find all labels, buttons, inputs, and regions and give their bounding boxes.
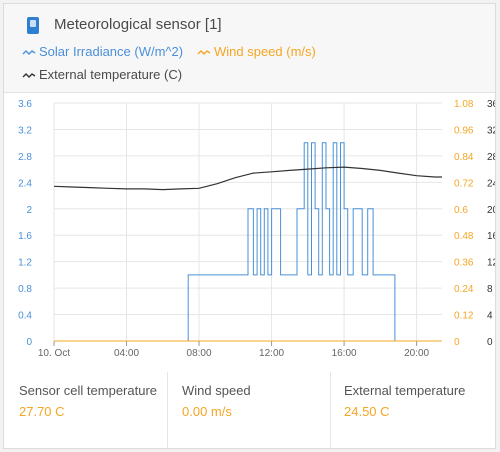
sensor-card: Meteorological sensor [1] Solar Irradian… — [3, 3, 496, 450]
y-right-tick-label: 0.48 — [454, 231, 474, 242]
card-header: Meteorological sensor [1] Solar Irradian… — [4, 4, 495, 93]
y-left-tick-label: 3.6 — [18, 99, 32, 110]
device-icon — [27, 17, 39, 34]
y-right-tick-label: 1.08 — [454, 99, 474, 110]
y-right-tick-label: 0.12 — [454, 311, 474, 322]
y-right2-tick-label: 20 — [487, 205, 495, 216]
y-left-tick-label: 1.6 — [18, 231, 32, 242]
y-right2-tick-label: 32 — [487, 125, 495, 136]
legend-wind-speed[interactable]: Wind speed (m/s) — [197, 44, 316, 59]
stat-label: External temperature — [344, 383, 466, 398]
legend-label: Wind speed (m/s) — [214, 44, 316, 59]
y-right2-tick-label: 4 — [487, 311, 493, 322]
y-right-tick-label: 0.84 — [454, 152, 474, 163]
y-right2-tick-label: 0 — [487, 337, 493, 348]
sensor-chart[interactable]: 0 0 0 0.4 0.12 4 0.8 0.24 8 1.2 0.36 12 1.6 0.48 16 2 0.… — [4, 93, 495, 368]
y-right-tick-label: 0.24 — [454, 284, 474, 295]
divider — [330, 372, 331, 450]
stat-external-temperature: External temperature 24.50 C — [344, 380, 492, 422]
x-tick-label: 20:00 — [404, 348, 429, 359]
legend-external-temperature[interactable]: External temperature (C) — [22, 67, 182, 82]
series-solar-irradiance-w-m-2 — [54, 142, 442, 342]
stat-sensor-cell-temperature: Sensor cell temperature 27.70 C — [19, 380, 159, 422]
stat-label: Wind speed — [182, 383, 251, 398]
y-right2-tick-label: 24 — [487, 178, 495, 189]
widget-title: Meteorological sensor [1] — [54, 16, 222, 33]
y-left-tick-label: 3.2 — [18, 125, 32, 136]
divider — [167, 372, 168, 450]
y-right-tick-label: 0 — [454, 337, 460, 348]
y-right-tick-label: 0.36 — [454, 258, 474, 269]
x-tick-label: 10. Oct — [38, 348, 70, 359]
x-tick-label: 16:00 — [332, 348, 357, 359]
y-right-tick-label: 0.96 — [454, 125, 474, 136]
x-tick-label: 12:00 — [259, 348, 284, 359]
legend-label: Solar Irradiance (W/m^2) — [39, 44, 184, 59]
y-right2-tick-label: 36 — [487, 99, 495, 110]
x-tick-label: 08:00 — [187, 348, 212, 359]
y-right2-tick-label: 12 — [487, 258, 495, 269]
y-right2-tick-label: 16 — [487, 231, 495, 242]
y-left-tick-label: 2.4 — [18, 178, 32, 189]
y-right2-tick-label: 28 — [487, 152, 495, 163]
line-series-icon — [22, 50, 36, 56]
y-right-tick-label: 0.6 — [454, 205, 468, 216]
x-tick-label: 04:00 — [114, 348, 139, 359]
stat-value: 0.00 m/s — [182, 404, 232, 419]
y-right-tick-label: 0.72 — [454, 178, 474, 189]
series-external-temperature-c — [53, 166, 442, 191]
y-left-tick-label: 2.8 — [18, 152, 32, 163]
y-left-tick-label: 2 — [26, 205, 32, 216]
stat-value: 24.50 C — [344, 404, 390, 419]
y-left-tick-label: 1.2 — [18, 258, 32, 269]
line-series-icon — [197, 50, 211, 56]
y-left-tick-label: 0.8 — [18, 284, 32, 295]
y-left-tick-label: 0.4 — [18, 311, 32, 322]
y-left-tick-label: 0 — [26, 337, 32, 348]
stat-value: 27.70 C — [19, 404, 65, 419]
y-right2-tick-label: 8 — [487, 284, 493, 295]
legend-solar-irradiance[interactable]: Solar Irradiance (W/m^2) — [22, 44, 183, 59]
stat-wind-speed: Wind speed 0.00 m/s — [182, 380, 322, 422]
line-series-icon — [22, 73, 36, 79]
legend-label: External temperature (C) — [39, 67, 183, 82]
stat-label: Sensor cell temperature — [19, 383, 158, 398]
